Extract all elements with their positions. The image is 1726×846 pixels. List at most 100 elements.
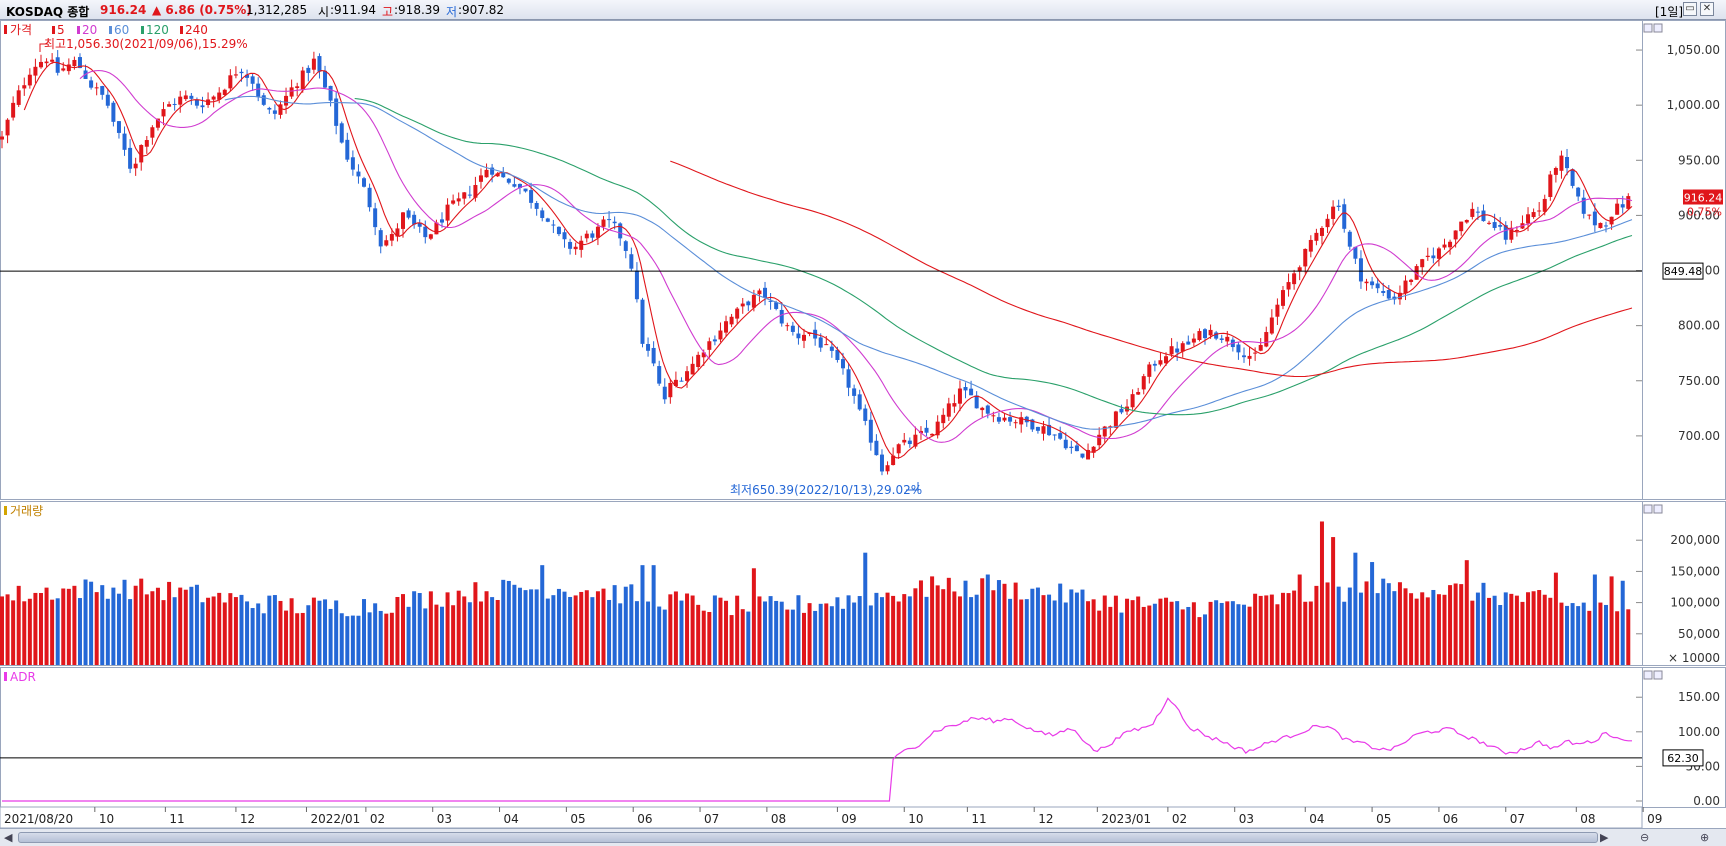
candle-body — [389, 234, 394, 241]
candle-body — [5, 119, 10, 136]
candle-body — [545, 218, 550, 222]
scrollbar-thumb[interactable] — [18, 832, 1598, 843]
volume-bar — [857, 596, 862, 665]
volume-bar — [1358, 592, 1363, 665]
volume-bar — [478, 601, 483, 665]
volume-bar — [1353, 552, 1358, 665]
volume-bar — [100, 585, 105, 665]
legend-price: 가격 — [10, 23, 32, 37]
volume-bar — [1253, 593, 1258, 665]
volume-bar — [155, 587, 160, 665]
zoom-out-icon[interactable]: ⊖ — [1640, 831, 1650, 844]
volume-bar — [679, 600, 684, 665]
chart-area[interactable]: 1,050.001,000.00950.00900.00850.00800.00… — [0, 20, 1726, 828]
volume-bar — [439, 606, 444, 665]
volume-bar — [490, 597, 495, 665]
candle-body — [1442, 244, 1447, 248]
candle-body — [868, 419, 873, 443]
volume-bar — [924, 596, 929, 665]
candle-body — [1203, 329, 1208, 339]
candle-body — [373, 208, 378, 228]
candle-body — [239, 71, 244, 74]
volume-bar — [172, 597, 177, 665]
close-button[interactable]: ✕ — [1700, 2, 1714, 16]
candle-body — [824, 344, 829, 346]
volume-bar — [629, 584, 634, 665]
volume-bar — [1498, 605, 1503, 665]
y-tick-label: 800.00 — [1678, 319, 1720, 333]
candle-body — [534, 202, 539, 209]
scroll-right-icon[interactable]: ▶ — [1600, 831, 1609, 844]
candle-body — [22, 85, 27, 89]
candle-body — [1264, 332, 1269, 347]
volume-bar — [1108, 606, 1113, 665]
volume-bar — [835, 597, 840, 665]
candle-body — [918, 430, 923, 434]
volume-bar — [167, 581, 172, 665]
scroll-left-icon[interactable]: ◀ — [4, 831, 13, 844]
candle-body — [1219, 338, 1224, 340]
candle-body — [55, 57, 60, 73]
candle-body — [952, 403, 957, 407]
volume-bar — [673, 591, 678, 665]
volume-bar — [1331, 537, 1336, 665]
reference-line-label: 62.30 — [1667, 752, 1699, 765]
candle-body — [1303, 248, 1308, 267]
volume-bar — [1125, 598, 1130, 665]
scrollbar-area[interactable]: ◀ ▶ ⊖ ⊕ — [0, 828, 1726, 846]
volume-bar — [1175, 601, 1180, 665]
volume-pane: 200,000 150,000 100,000 50,000 × 10000 거래량 — [0, 504, 1720, 665]
legend-series: 20 — [82, 23, 97, 37]
volume-bar — [746, 611, 751, 665]
volume-bar — [612, 585, 617, 665]
last-price-box — [1683, 189, 1723, 205]
candle-body — [367, 187, 372, 208]
volume-bar — [1375, 593, 1380, 665]
candle-body — [1559, 155, 1564, 171]
period-selector[interactable]: [1일] — [1655, 5, 1684, 19]
legend-marker — [180, 26, 183, 34]
x-tick-label: 02 — [370, 812, 385, 826]
volume-bar — [1030, 588, 1035, 665]
candle-body — [345, 139, 350, 160]
volume-bar — [1080, 589, 1085, 665]
price-change: ▲ 6.86 (0.75%) — [152, 3, 252, 17]
candle-body — [740, 303, 745, 307]
volume-bar — [501, 579, 506, 665]
candle-body — [1147, 364, 1152, 377]
x-tick-label: 08 — [1580, 812, 1595, 826]
volume-bar — [584, 590, 589, 665]
volume-bar — [1180, 609, 1185, 665]
volume-bar — [228, 593, 233, 665]
volume-bar — [1074, 592, 1079, 665]
volume-bar — [406, 606, 411, 665]
volume-bar — [384, 613, 389, 665]
volume-bar — [1186, 606, 1191, 665]
candle-body — [395, 228, 400, 237]
volume-bar — [868, 605, 873, 665]
last-change-label: 0.75% — [1687, 206, 1722, 219]
volume-bar — [1609, 576, 1614, 665]
volume-bar — [1019, 599, 1024, 665]
volume-bar — [1035, 587, 1040, 665]
volume-bar — [245, 601, 250, 665]
zoom-in-icon[interactable]: ⊕ — [1700, 831, 1710, 844]
candle-body — [1425, 255, 1430, 258]
minimize-button[interactable]: ▭ — [1683, 2, 1697, 16]
volume-bar — [89, 581, 94, 665]
volume-bar — [1325, 582, 1330, 665]
volume-bar — [946, 577, 951, 665]
volume-bar — [1464, 560, 1469, 665]
volume-bar — [473, 582, 478, 665]
candle-body — [601, 219, 606, 227]
volume-bar — [963, 580, 968, 665]
candle-body — [517, 183, 522, 189]
volume-bar — [194, 584, 199, 665]
candle-body — [161, 109, 166, 117]
candle-body — [1537, 210, 1542, 212]
candle-body — [306, 67, 311, 73]
candle-body — [1548, 174, 1553, 197]
volume-bar — [1403, 588, 1408, 665]
volume-bar — [27, 598, 32, 665]
candle-body — [757, 290, 762, 295]
